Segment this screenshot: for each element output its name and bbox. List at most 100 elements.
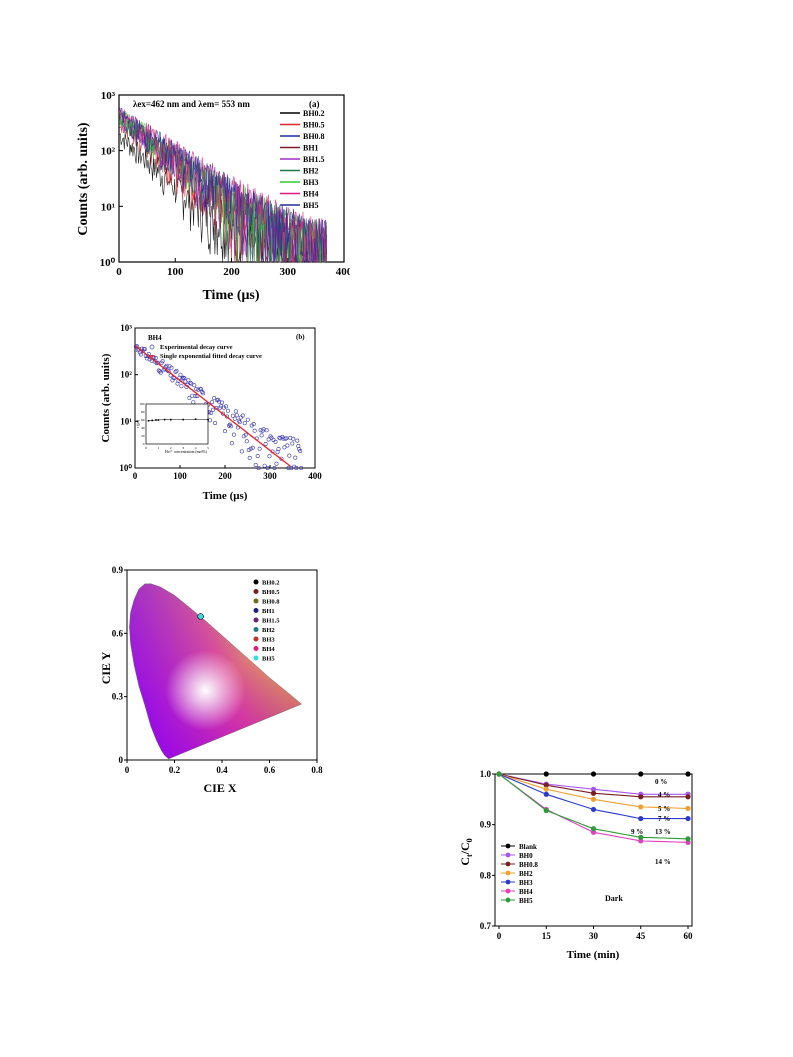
experimental-point xyxy=(287,453,292,458)
series-point-bh5 xyxy=(543,807,549,814)
legend-label-dark: Blank xyxy=(519,843,537,851)
experimental-point xyxy=(232,416,237,421)
experimental-point xyxy=(252,428,257,433)
legend-label-dark: BH4 xyxy=(519,888,533,896)
experimental-point xyxy=(295,438,300,443)
legend-marker-cie xyxy=(253,646,259,651)
experimental-point xyxy=(223,429,228,434)
legend-marker-experimental xyxy=(149,344,155,350)
experimental-point xyxy=(239,449,244,454)
inset-lifetime-point xyxy=(151,419,153,422)
experimental-point xyxy=(234,413,239,418)
legend-label-a: BH5 xyxy=(303,201,319,210)
experimental-point xyxy=(281,436,286,441)
experimental-point xyxy=(240,413,245,418)
legend-marker-dark xyxy=(505,861,511,867)
panel-label-b: (b) xyxy=(296,333,305,341)
experimental-point xyxy=(282,445,287,450)
legend-marker-cie xyxy=(253,598,259,604)
experimental-point xyxy=(192,383,197,388)
inset-lifetime-point xyxy=(170,418,172,421)
experimental-point xyxy=(259,433,264,438)
legend-marker-cie xyxy=(253,636,259,642)
experimental-point xyxy=(251,422,256,427)
y-axis-label-a: Counts (arb. units) xyxy=(76,122,91,236)
legend-marker-cie xyxy=(253,627,259,632)
series-point-bh5 xyxy=(638,834,644,840)
experimental-point xyxy=(247,455,252,460)
y-axis-label-b: Counts (arb. units) xyxy=(100,353,112,442)
percent-label: 9 % xyxy=(631,828,643,836)
experimental-point xyxy=(286,466,291,471)
experimental-point xyxy=(222,405,227,410)
experimental-point xyxy=(255,454,260,459)
y-tick-label-b: 10⁰ xyxy=(119,463,132,473)
series-point-blank xyxy=(685,771,691,777)
experimental-point xyxy=(263,442,268,447)
x-axis-label-b: Time (μs) xyxy=(203,490,248,502)
experimental-point xyxy=(292,464,297,469)
decay-series-bh5 xyxy=(119,107,327,263)
experimental-point xyxy=(269,435,274,440)
experimental-point xyxy=(265,466,270,471)
legend-label-a: BH4 xyxy=(303,190,319,199)
series-point-blank xyxy=(543,771,549,777)
experimental-point xyxy=(264,428,269,433)
decay-chart-a: 0 100 200 300 400 10⁰ 10¹ 10² 10³ BH0.2 BH0.5 BH0.… xyxy=(76,90,353,303)
legend-marker-dark xyxy=(505,879,511,885)
legend-label-cie: BH3 xyxy=(262,637,275,644)
y-axis-label-cie: CIE Y xyxy=(100,651,113,684)
x-tick-label-a: 300 xyxy=(280,266,297,278)
inset-y-tick-label: 0 xyxy=(143,442,145,446)
x-tick-label-dark: 15 xyxy=(542,931,552,941)
legend-label-fit: Single exponential fitted decay curve xyxy=(160,353,262,360)
experimental-point xyxy=(238,415,243,420)
experimental-point xyxy=(178,372,183,377)
series-point-bh2 xyxy=(590,796,597,802)
x-tick-label-b: 100 xyxy=(173,471,187,481)
inset-lifetime-point xyxy=(207,418,209,421)
experimental-point xyxy=(245,417,250,422)
y-tick-label-dark: 1.0 xyxy=(480,769,492,779)
experimental-point xyxy=(213,421,218,426)
legend-label-dark: BH3 xyxy=(519,879,533,887)
y-tick-label-cie: 0 xyxy=(119,755,124,765)
legend-marker-dark xyxy=(505,843,511,849)
cie-diagram-figure: BH0.2 BH0.5 BH0.8 BH1 BH1.5 BH2 BH3 BH4 BH5 0 0.2… xyxy=(99,560,330,800)
experimental-point xyxy=(224,404,229,409)
inset-x-label: Ho³⁺ concentration (mol%) xyxy=(165,450,208,454)
x-axis-label-cie: CIE X xyxy=(203,781,236,795)
fitted-decay-curve xyxy=(134,345,291,467)
inset-lifetime-point xyxy=(194,418,197,420)
experimental-point xyxy=(273,439,278,444)
y-tick-label-a: 10² xyxy=(101,146,116,158)
experimental-point xyxy=(196,387,201,392)
y-tick-label-dark: 0.8 xyxy=(480,870,492,880)
y-tick-label-cie: 0.9 xyxy=(112,565,124,575)
x-axis-label-dark: Time (min) xyxy=(567,949,620,961)
cie-point-bh5 xyxy=(197,613,204,620)
experimental-point xyxy=(294,466,299,471)
series-point-bh2 xyxy=(543,786,549,792)
x-tick-label-dark: 0 xyxy=(497,931,502,941)
percent-label: 7 % xyxy=(658,815,670,823)
legend-label-a: BH0.5 xyxy=(303,121,325,130)
percent-label: 5 % xyxy=(658,805,670,813)
series-point-bh0-8 xyxy=(685,794,691,800)
inset-frame xyxy=(145,403,209,445)
inset-y-tick-label: 40 xyxy=(141,426,145,430)
decay-curves-figure-b: 0 100 200 300 400 10⁰ 10¹ 10² 10³ (b) BH4 Experi… xyxy=(100,320,330,505)
experimental-point xyxy=(242,421,247,426)
series-point-bh5 xyxy=(685,836,691,842)
sample-label-b: BH4 xyxy=(148,334,162,342)
legend-label-cie: BH4 xyxy=(262,646,275,653)
y-axis-label-dark: Ct/C0 xyxy=(458,838,474,865)
x-tick-label-cie: 0.4 xyxy=(216,765,228,775)
legend-marker-dark xyxy=(505,852,511,858)
experimental-point xyxy=(244,439,249,444)
percent-label: 14 % xyxy=(655,858,671,866)
legend-label-cie: BH0.2 xyxy=(262,580,280,587)
y-tick-label-cie: 0.3 xyxy=(112,692,124,702)
y-tick-label-b: 10³ xyxy=(120,323,132,333)
